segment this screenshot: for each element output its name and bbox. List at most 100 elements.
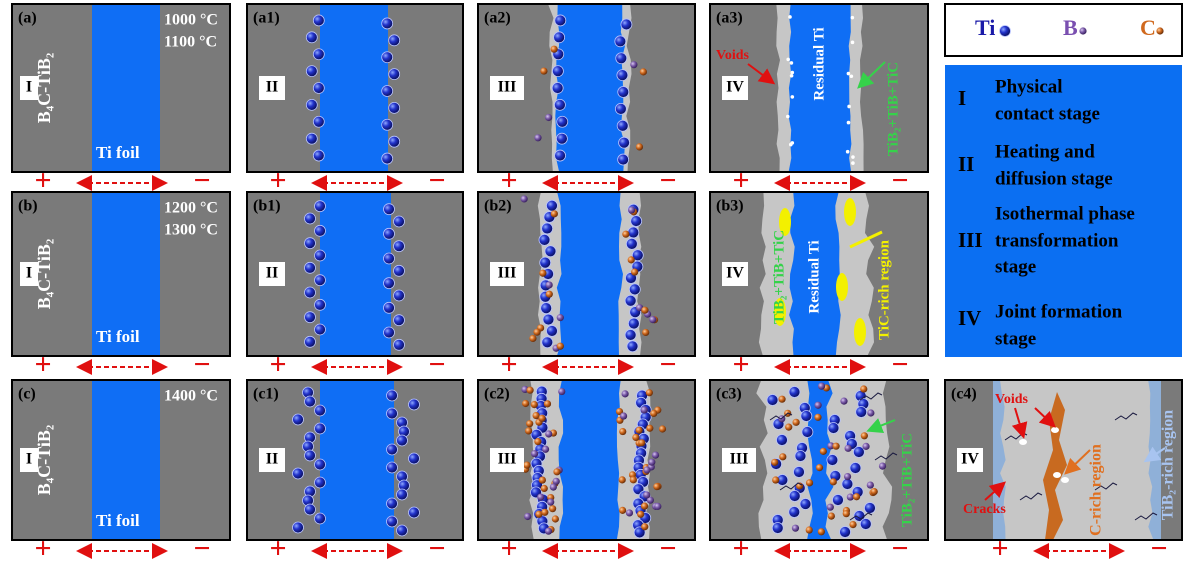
atom-c	[785, 423, 793, 431]
stage-box	[957, 448, 983, 472]
panel: (a2) III	[477, 3, 696, 173]
panel: (b1) II	[246, 191, 464, 357]
stage-numeral: II	[958, 152, 974, 176]
atom-ti	[314, 476, 326, 489]
atom-ti	[314, 274, 326, 287]
atom-c	[827, 512, 835, 520]
atom-c	[532, 411, 540, 420]
foil-label: Ti foil	[96, 327, 140, 346]
atom-c	[814, 413, 822, 421]
atom-ti	[312, 149, 325, 162]
stage-box	[490, 448, 524, 472]
void	[851, 155, 855, 159]
negative-electrode: −	[891, 532, 908, 565]
arrow	[1143, 446, 1166, 463]
panel: (b) I B₄C-TiB₂ Ti foil 1200 °C 1300 °C	[11, 191, 231, 357]
stage-label: III	[498, 79, 517, 96]
atom-ti	[314, 200, 326, 213]
atom-ti	[396, 488, 408, 501]
stage-label: IV	[726, 79, 744, 96]
atom-ti	[617, 86, 630, 98]
atom-c	[792, 418, 800, 426]
atom-c	[522, 399, 530, 408]
material-label: B₄C-TiB₂	[34, 53, 54, 123]
atom-c	[618, 476, 626, 484]
panel-border	[709, 191, 929, 357]
atom-ti	[312, 82, 325, 94]
panel-label: (b)	[18, 198, 38, 215]
arrow	[1064, 449, 1091, 475]
crack	[859, 392, 883, 401]
atom-b	[625, 509, 634, 517]
atom-ti	[627, 317, 640, 330]
product-label: TiB₂+TiB+TiC	[899, 433, 915, 527]
void	[1019, 439, 1027, 445]
panel: (b3) IV TiB₂+TiB+TiC Residual Ti TiC-rich re…	[709, 191, 929, 357]
panel: (c1) II	[246, 379, 464, 541]
atom-b	[651, 451, 660, 459]
atom-ti	[314, 458, 326, 471]
void	[1061, 477, 1069, 483]
arrow	[857, 61, 886, 89]
atom-c	[629, 476, 637, 484]
stage-label: III	[730, 451, 749, 468]
atom-ti	[393, 289, 405, 302]
atom-ti	[383, 301, 395, 314]
legend-symbol: B	[1063, 15, 1078, 40]
void	[789, 61, 794, 65]
atom-ti	[304, 503, 316, 516]
region-label: TiB₂-rich region	[1160, 410, 1177, 521]
atom-c	[534, 438, 542, 446]
crack	[874, 452, 898, 461]
atom-c	[556, 342, 564, 350]
stage-box	[20, 76, 38, 100]
atom-b	[537, 493, 545, 501]
atom-b	[866, 481, 874, 489]
atom-ti	[305, 132, 318, 145]
atom-ti	[554, 149, 566, 162]
atom-c	[772, 476, 780, 484]
temperature: 1400 °C	[164, 388, 218, 405]
panel-label: (b3)	[716, 198, 744, 215]
foil-label: Ti foil	[96, 143, 140, 162]
atom-ti	[305, 31, 318, 44]
atom-c	[543, 400, 552, 408]
panel-border	[11, 191, 231, 357]
atom-ti	[616, 69, 629, 82]
atom-ti	[314, 512, 326, 525]
atom-ti	[304, 395, 316, 408]
atom-ti	[314, 422, 326, 435]
atom-ti	[393, 215, 405, 228]
stage-numeral: I	[958, 86, 966, 110]
atom-ti	[859, 518, 872, 530]
void	[850, 40, 855, 45]
atom-ti	[314, 404, 326, 417]
atom-ti	[551, 82, 564, 94]
panel-border	[11, 379, 231, 541]
atom-c	[637, 510, 645, 518]
atom-ti	[383, 203, 395, 216]
panel-border	[709, 3, 929, 173]
ti-foil	[320, 192, 391, 356]
void	[1051, 427, 1059, 433]
atom-ti	[552, 65, 564, 78]
atom-c	[817, 528, 825, 536]
negative-electrode: −	[428, 348, 445, 381]
legend-symbol: C	[1140, 15, 1156, 40]
atom-ti	[381, 17, 394, 30]
atom-b	[630, 61, 638, 69]
atom-c	[523, 461, 531, 469]
atom-ti	[312, 48, 325, 61]
stage-label: III	[498, 265, 517, 282]
material-label: B₄C-TiB₂	[34, 425, 54, 495]
atom-b	[547, 498, 555, 506]
atom-c	[535, 510, 543, 518]
atom-ti	[627, 226, 640, 239]
atom-c	[640, 502, 649, 510]
atom-b	[867, 409, 875, 417]
atom-b	[1079, 27, 1087, 35]
atom-ti	[408, 398, 420, 411]
void	[788, 15, 792, 19]
atom-c	[645, 389, 653, 397]
